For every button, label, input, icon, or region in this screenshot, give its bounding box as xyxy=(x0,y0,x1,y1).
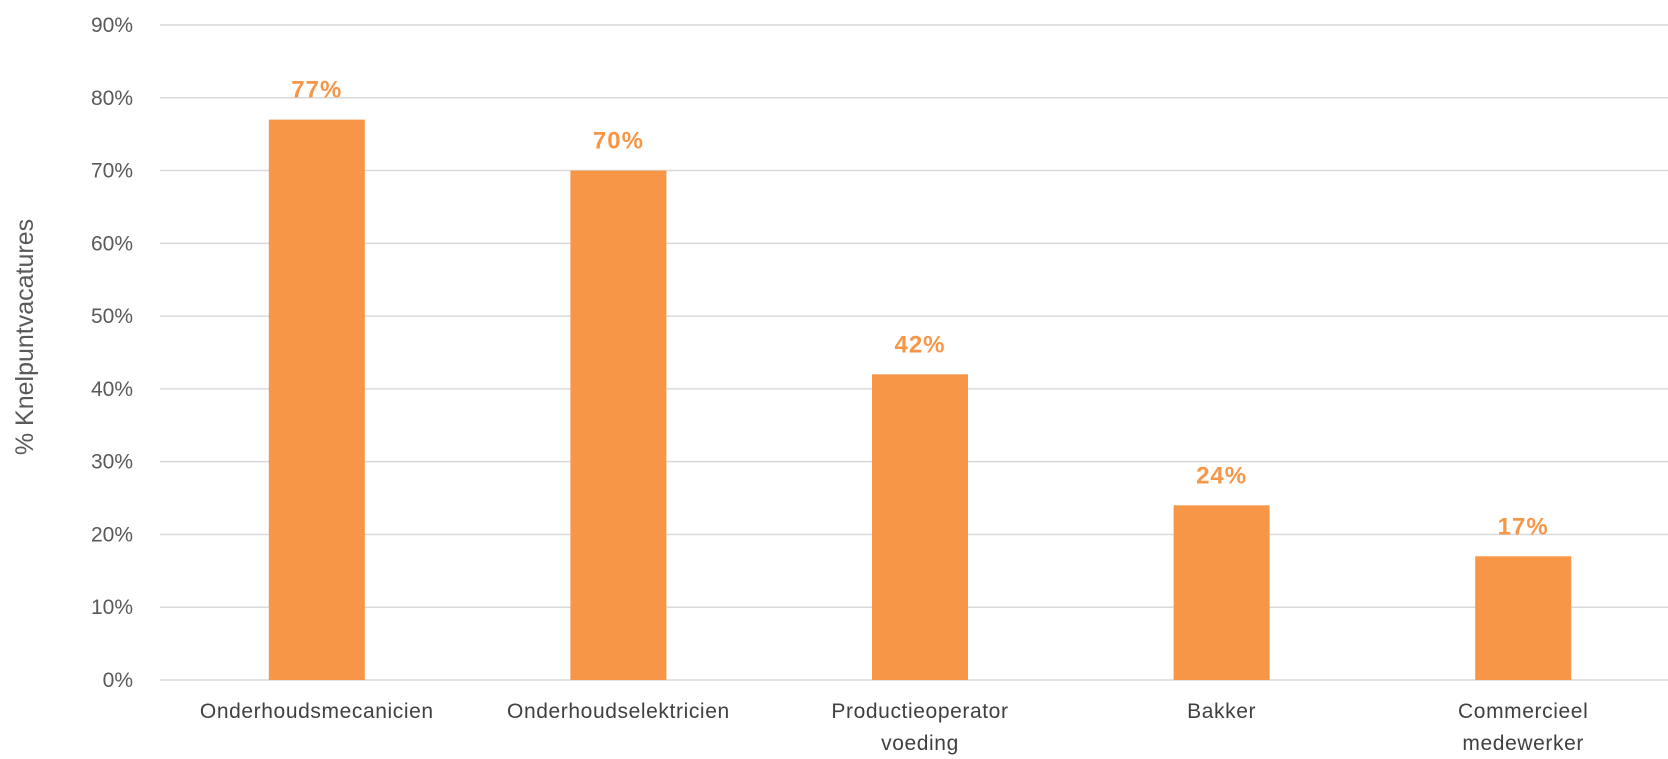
x-tick-label: Productieoperator voeding xyxy=(831,700,1008,755)
y-tick-label: 80% xyxy=(91,87,133,110)
y-axis-ticks: 0% 10% 20% 30% 40% 50% 60% 70% 80% 90% xyxy=(91,14,133,692)
bar xyxy=(1173,505,1270,680)
bars xyxy=(268,119,1572,681)
bar-data-label: 17% xyxy=(1498,513,1549,540)
data-labels: 77% 70% 42% 24% 17% xyxy=(291,77,1549,541)
x-tick-label: Onderhoudselektricien xyxy=(507,700,730,723)
y-tick-label: 60% xyxy=(91,232,133,255)
bar-data-label: 24% xyxy=(1196,462,1247,489)
y-tick-label: 30% xyxy=(91,451,133,474)
bar xyxy=(1475,556,1572,680)
x-tick-label: Commercieel medewerker xyxy=(1458,700,1588,755)
y-tick-label: 10% xyxy=(91,596,133,619)
y-tick-label: 70% xyxy=(91,160,133,183)
bar xyxy=(872,374,968,680)
bar-data-label: 42% xyxy=(894,331,945,358)
x-tick-label: Bakker xyxy=(1187,700,1256,723)
y-tick-label: 40% xyxy=(91,378,133,401)
y-tick-label: 50% xyxy=(91,305,133,328)
bar xyxy=(570,170,667,681)
x-tick-label: Onderhoudsmecanicien xyxy=(200,700,434,723)
bar-data-label: 70% xyxy=(593,128,644,155)
x-axis-categories: Onderhoudsmecanicien Onderhoudselektricie… xyxy=(200,700,1588,755)
y-tick-label: 90% xyxy=(91,14,133,37)
y-tick-label: 0% xyxy=(103,669,133,692)
bar xyxy=(268,119,365,681)
y-tick-label: 20% xyxy=(91,523,133,546)
bar-data-label: 77% xyxy=(291,77,342,104)
y-axis-title: % Knelpuntvacatures xyxy=(11,219,39,455)
